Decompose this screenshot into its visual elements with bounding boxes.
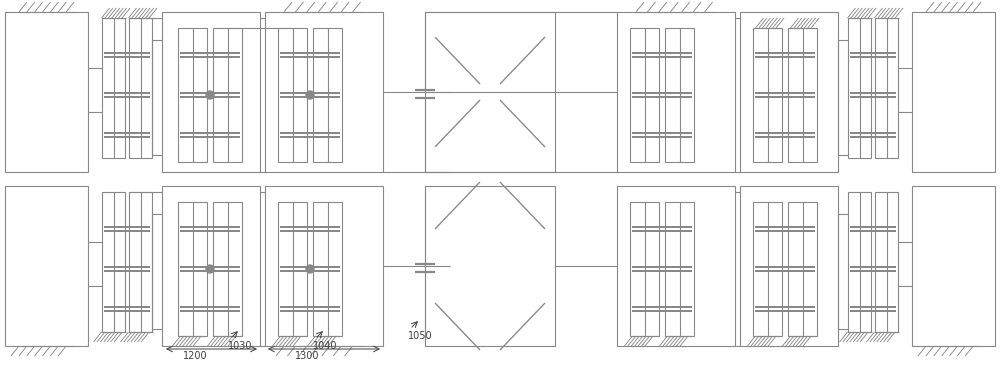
Text: 1300: 1300 <box>295 351 319 361</box>
Bar <box>162 186 260 346</box>
Bar <box>278 202 307 336</box>
Bar <box>630 202 659 336</box>
Bar <box>788 202 817 336</box>
Bar <box>213 28 242 162</box>
Bar <box>875 18 898 158</box>
Bar <box>425 186 555 346</box>
Bar <box>265 12 383 172</box>
Bar <box>129 192 152 332</box>
Bar <box>912 186 995 346</box>
Bar <box>265 186 383 346</box>
Circle shape <box>206 91 214 99</box>
Text: 1030: 1030 <box>228 341 252 351</box>
Bar <box>313 202 342 336</box>
Bar <box>178 28 207 162</box>
Bar <box>102 192 125 332</box>
Bar <box>425 12 555 172</box>
Bar <box>912 12 995 172</box>
Bar <box>740 186 838 346</box>
Bar <box>5 186 88 346</box>
Bar <box>665 28 694 162</box>
Bar <box>102 18 125 158</box>
Bar <box>162 12 260 172</box>
Bar <box>848 192 871 332</box>
Circle shape <box>206 265 214 273</box>
Bar <box>875 192 898 332</box>
Bar <box>5 12 88 172</box>
Bar <box>617 12 735 172</box>
Circle shape <box>306 265 314 273</box>
Bar <box>213 202 242 336</box>
Circle shape <box>306 91 314 99</box>
Bar <box>665 202 694 336</box>
Bar <box>848 18 871 158</box>
Bar <box>788 28 817 162</box>
Bar <box>740 12 838 172</box>
Bar <box>630 28 659 162</box>
Text: 1050: 1050 <box>408 331 433 341</box>
Text: 1200: 1200 <box>183 351 207 361</box>
Text: 1040: 1040 <box>313 341 338 351</box>
Bar <box>753 202 782 336</box>
Bar <box>313 28 342 162</box>
Bar <box>753 28 782 162</box>
Bar <box>129 18 152 158</box>
Bar <box>178 202 207 336</box>
Bar <box>278 28 307 162</box>
Bar <box>617 186 735 346</box>
